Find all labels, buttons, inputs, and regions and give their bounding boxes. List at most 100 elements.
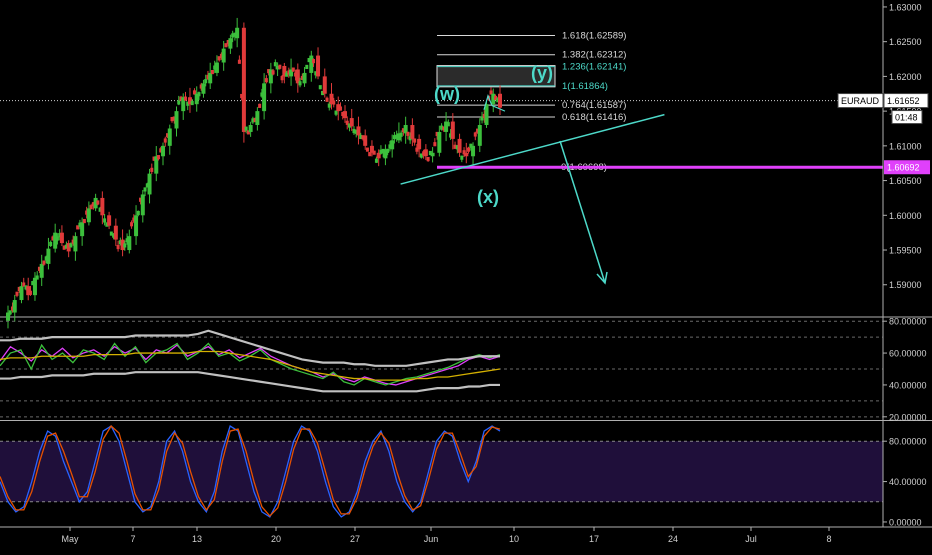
candle-body xyxy=(376,152,381,159)
candle-body xyxy=(422,151,426,156)
candle-body xyxy=(96,200,100,205)
candle-body xyxy=(253,117,257,123)
candle-body xyxy=(183,96,187,101)
candle-body xyxy=(329,93,334,105)
candle-body xyxy=(199,84,203,89)
time-axis: May 7 13 20 27 Jun 10 17 24 Jul 8 xyxy=(61,527,832,544)
candle-body xyxy=(285,72,289,77)
candle-body xyxy=(197,92,201,97)
candle-body xyxy=(255,111,260,126)
candle-body xyxy=(89,205,93,210)
candle-body xyxy=(336,104,341,112)
projection-arrow-line xyxy=(559,140,606,284)
candle-body xyxy=(314,71,318,76)
candle-body xyxy=(271,70,275,75)
candles-group xyxy=(6,17,502,329)
candle-body xyxy=(294,72,298,77)
candle-body xyxy=(368,152,372,157)
candle-body xyxy=(356,126,361,136)
price-badge-label: 1.61652 xyxy=(887,96,920,106)
candle-body xyxy=(291,67,295,72)
fib-label-1.236: 1.236(1.62141) xyxy=(562,62,626,73)
candle-body xyxy=(136,210,140,216)
candle-body xyxy=(260,92,264,97)
fib-label-0.764: 0.764(1.61587) xyxy=(562,100,626,111)
candle-body xyxy=(267,69,271,74)
osc1-series-4 xyxy=(0,371,500,393)
countdown-badge xyxy=(891,110,923,125)
wave-label-1: (x) xyxy=(477,187,499,207)
candle-body xyxy=(426,157,430,162)
candle-body xyxy=(399,132,403,137)
candle-body xyxy=(204,79,208,84)
candle-body xyxy=(469,143,473,148)
time-tick-label: 24 xyxy=(668,534,678,544)
candle-body xyxy=(210,69,214,75)
candle-body xyxy=(190,100,194,106)
candle-body xyxy=(395,134,399,139)
candle-body xyxy=(392,135,396,140)
time-tick-label: 7 xyxy=(130,534,135,544)
countdown-label: 01:48 xyxy=(895,113,918,123)
candle-body xyxy=(237,59,241,64)
candle-body xyxy=(273,62,277,67)
candle-body xyxy=(147,173,152,195)
osc1-tick-label: 40.00000 xyxy=(889,380,927,390)
candle-body xyxy=(150,167,154,172)
fib-zone-box xyxy=(436,65,556,88)
price-panel: 1.618(1.62589) 1.382(1.62312)1.236(1.6214… xyxy=(0,17,932,329)
candle-body xyxy=(112,233,116,238)
candle-body xyxy=(406,131,410,136)
candle-body xyxy=(226,40,230,45)
osc1-tick-label: 80.00000 xyxy=(889,317,927,327)
candle-body xyxy=(109,231,113,236)
candle-body xyxy=(498,93,502,108)
candle-body xyxy=(228,38,233,49)
time-tick-label: 13 xyxy=(192,534,202,544)
candle-body xyxy=(24,285,28,290)
candle-body xyxy=(113,225,118,240)
candle-body xyxy=(246,130,250,135)
candle-body xyxy=(71,239,75,244)
candle-body xyxy=(327,103,331,108)
candle-body xyxy=(82,218,86,224)
candle-body xyxy=(435,131,439,137)
price-tick-label: 1.62500 xyxy=(889,37,922,47)
candle-body xyxy=(179,96,183,101)
candle-body xyxy=(127,236,132,251)
candle-body xyxy=(201,83,206,94)
candle-body xyxy=(166,133,170,138)
price-tick-label: 1.59000 xyxy=(889,280,922,290)
candle-body xyxy=(154,156,159,174)
candle-body xyxy=(338,106,342,111)
candle-body xyxy=(12,300,17,313)
candle-body xyxy=(26,286,31,296)
candle-body xyxy=(35,275,39,280)
candle-body xyxy=(354,129,358,134)
candle-body xyxy=(103,218,107,223)
candle-body xyxy=(107,215,112,226)
time-tick-label: 10 xyxy=(509,534,519,544)
candle-body xyxy=(460,155,464,160)
candle-body xyxy=(477,125,482,146)
candle-body xyxy=(105,222,109,227)
candle-body xyxy=(125,238,129,243)
candle-body xyxy=(388,144,392,149)
candle-body xyxy=(172,116,176,121)
candle-body xyxy=(6,312,10,321)
candle-body xyxy=(410,125,415,139)
candle-body xyxy=(39,263,44,278)
candle-body xyxy=(235,27,240,39)
candle-body xyxy=(316,55,321,77)
candle-body xyxy=(342,111,347,119)
oscillator-panel-1 xyxy=(0,320,932,421)
candle-body xyxy=(446,122,450,127)
candle-body xyxy=(55,236,59,241)
candle-body xyxy=(187,97,192,105)
candle-body xyxy=(289,69,294,77)
candle-body xyxy=(51,236,55,241)
candle-body xyxy=(161,145,166,157)
time-tick-label: 27 xyxy=(350,534,360,544)
candle-body xyxy=(116,244,120,250)
